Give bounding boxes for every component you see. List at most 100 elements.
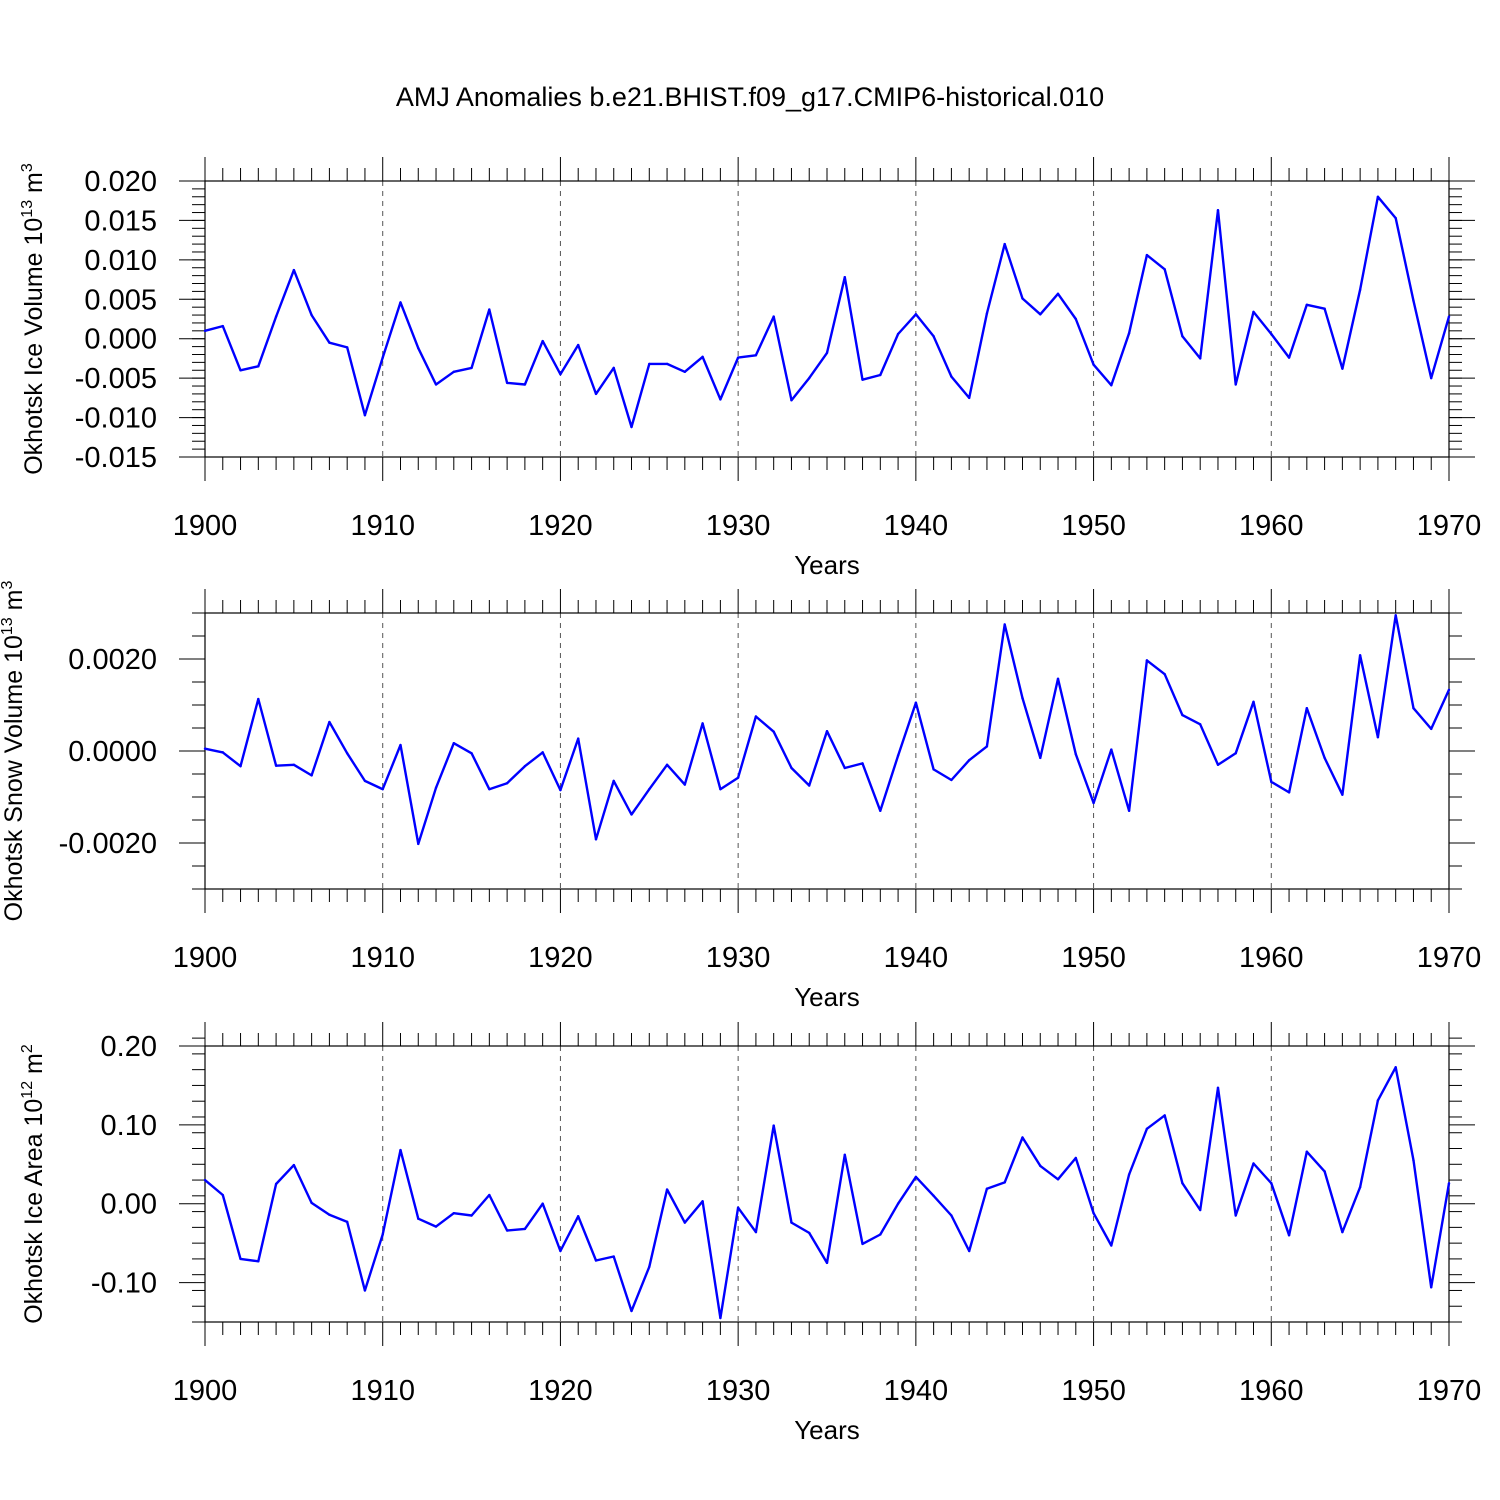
data-point [985, 1187, 989, 1190]
plot-frame [204, 180, 1450, 458]
x-tick-label: 1900 [173, 510, 238, 542]
data-point [754, 715, 758, 718]
x-tick-label: 1970 [1417, 942, 1482, 974]
data-point [932, 768, 935, 771]
series-line [204, 195, 1451, 429]
data-point [1270, 780, 1273, 784]
data-point [221, 1193, 224, 1197]
data-point [1376, 1099, 1380, 1102]
data-point [1003, 242, 1006, 246]
data-point [381, 1233, 384, 1236]
data-point [772, 315, 775, 318]
data-point [328, 341, 331, 344]
data-point [790, 1221, 793, 1224]
x-tick-label: 1950 [1061, 1375, 1126, 1407]
x-tick-label: 1920 [528, 510, 593, 542]
series-line [204, 1066, 1451, 1320]
data-point [381, 356, 384, 359]
x-tick-label: 1940 [884, 942, 949, 974]
data-point [1412, 707, 1415, 710]
data-point [1216, 763, 1220, 766]
panel-1: 0.020 0.015 0.010 0.005 0.000 -0.005 -0.010 -0.… [19, 157, 1481, 580]
x-tick-label: 1970 [1417, 1375, 1482, 1407]
data-point [345, 752, 349, 755]
data-point [1181, 335, 1184, 338]
data-point [559, 1249, 562, 1253]
data-point [1234, 383, 1237, 386]
data-point [967, 396, 971, 400]
data-point [701, 355, 704, 359]
data-point [808, 784, 811, 787]
data-point [1412, 1159, 1415, 1162]
data-point [541, 751, 544, 754]
data-point [1127, 809, 1131, 812]
data-point [1110, 748, 1113, 751]
data-point [1056, 677, 1060, 680]
data-point [665, 362, 669, 366]
y-tick-label: 0.00 [101, 1189, 157, 1221]
data-point [1127, 331, 1131, 335]
data-point [825, 1261, 829, 1265]
x-tick-label: 1950 [1061, 510, 1126, 542]
data-point [221, 324, 224, 328]
data-point [1305, 707, 1309, 710]
data-point [470, 366, 473, 370]
data-point [257, 1260, 260, 1263]
data-point [843, 766, 846, 770]
data-point [1376, 736, 1380, 739]
y-tick-label: 0.010 [84, 245, 157, 277]
data-point [203, 1178, 207, 1182]
data-point [1003, 1181, 1006, 1184]
y-tick-label: 0.000 [84, 324, 157, 356]
y-tick-label: 0.015 [84, 205, 157, 237]
y-tick-label: 0.005 [84, 284, 157, 316]
data-point [363, 414, 367, 417]
data-point [950, 1214, 953, 1217]
data-point [1412, 299, 1415, 303]
data-point [1341, 1230, 1344, 1234]
data-point [914, 1175, 918, 1179]
data-point [683, 783, 687, 786]
data-point [239, 369, 242, 372]
data-point [417, 346, 420, 350]
data-point [1181, 1182, 1184, 1185]
data-point [434, 383, 438, 386]
y-tick-label: 0.0020 [68, 644, 157, 676]
data-point [879, 1233, 882, 1236]
data-point [328, 1213, 331, 1216]
data-point [950, 375, 953, 378]
data-point [932, 1194, 935, 1198]
data-point [417, 842, 420, 846]
data-point [257, 365, 260, 368]
data-point [452, 741, 455, 745]
series-line [204, 614, 1451, 846]
y-tick-label: 0.020 [84, 166, 157, 198]
data-point [559, 373, 562, 376]
data-point [523, 383, 527, 386]
data-point [1074, 753, 1078, 756]
data-point [1430, 1286, 1433, 1289]
data-point [1358, 1185, 1362, 1189]
data-point [577, 343, 580, 347]
data-point [1110, 384, 1113, 387]
data-point [612, 779, 615, 783]
data-point [1039, 756, 1042, 760]
x-axis-label: Years [794, 550, 860, 580]
data-point [1234, 1214, 1237, 1217]
data-point [274, 315, 278, 318]
data-point [612, 1255, 615, 1258]
data-point [1252, 310, 1255, 314]
data-point [1341, 367, 1344, 370]
data-point [203, 747, 207, 750]
data-point [1092, 363, 1095, 366]
data-point [932, 335, 935, 338]
data-point [594, 392, 598, 396]
data-point [541, 1202, 544, 1205]
data-point [1199, 357, 1202, 360]
data-point [1092, 1211, 1095, 1215]
data-point [914, 701, 918, 704]
data-point [594, 1259, 598, 1262]
data-point [754, 1230, 758, 1234]
x-axis-label: Years [794, 1415, 860, 1445]
data-point [203, 329, 207, 333]
